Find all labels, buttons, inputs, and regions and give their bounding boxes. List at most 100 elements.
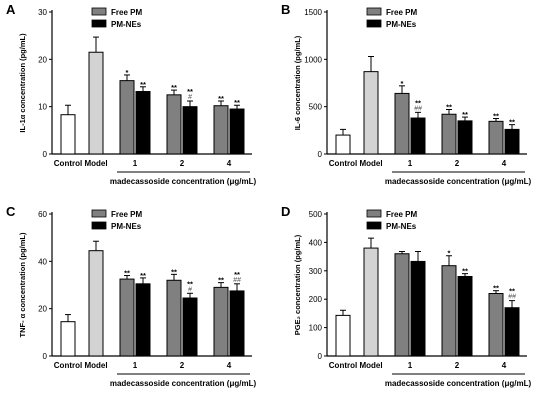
x-category-label: Model bbox=[359, 159, 382, 168]
y-tick-label: 0 bbox=[318, 352, 323, 361]
bar-free-pm bbox=[166, 94, 182, 155]
y-tick-label: 400 bbox=[309, 238, 323, 247]
bar-model bbox=[363, 247, 379, 357]
bar-pm-nes bbox=[135, 283, 151, 357]
significance-star: * bbox=[448, 249, 451, 258]
chart-panel-a: A 0 10 20 30 IL-1α concentration (pg/mL) Contr… bbox=[6, 2, 256, 186]
significance-star: ** bbox=[509, 287, 515, 296]
y-tick-label: 0 bbox=[43, 150, 48, 159]
y-tick-label: 20 bbox=[38, 55, 47, 64]
bar-free-pm bbox=[441, 265, 457, 357]
bar-free-pm bbox=[119, 80, 135, 155]
chart-panel-c: C 0 20 40 60 TNF- α concentration (pg/mL) Cont… bbox=[6, 204, 256, 388]
y-axis-label: IL-6 concentration (pg/mL) bbox=[293, 35, 302, 130]
panel-letter: D bbox=[281, 204, 290, 219]
bar-free-pm bbox=[394, 92, 410, 155]
significance-star: ** bbox=[234, 98, 240, 107]
bar-pm-nes bbox=[135, 91, 151, 155]
x-category-label: Model bbox=[84, 361, 107, 370]
significance-star: ** bbox=[140, 80, 146, 89]
x-group-label: 4 bbox=[227, 159, 232, 168]
y-tick-label: 30 bbox=[38, 8, 47, 17]
bar-pm-nes bbox=[457, 120, 473, 155]
x-category-label: Control bbox=[54, 159, 82, 168]
bar-pm-nes bbox=[182, 106, 198, 155]
significance-star: ** bbox=[509, 118, 515, 127]
legend: Free PM PM-NEs bbox=[366, 209, 417, 231]
y-tick-label: 40 bbox=[38, 257, 47, 266]
bar-free-pm bbox=[213, 105, 229, 155]
y-tick-label: 20 bbox=[38, 305, 47, 314]
significance-star: ** bbox=[187, 87, 193, 96]
panel-letter: B bbox=[281, 2, 290, 17]
significance-hash: # bbox=[188, 286, 192, 293]
significance-star: ** bbox=[171, 267, 177, 276]
significance-star: ** bbox=[415, 98, 421, 107]
x-category-label: Model bbox=[84, 159, 107, 168]
significance-star: ** bbox=[446, 103, 452, 112]
bar-free-pm bbox=[119, 278, 135, 357]
bar-control bbox=[60, 114, 76, 155]
bar-free-pm bbox=[213, 286, 229, 357]
y-axis-label: IL-1α concentration (pg/mL) bbox=[18, 33, 27, 133]
significance-star: * bbox=[126, 68, 129, 77]
y-tick-label: 200 bbox=[309, 295, 323, 304]
panel-letter: C bbox=[6, 204, 16, 219]
legend-swatch bbox=[366, 209, 382, 218]
bar-pm-nes bbox=[229, 290, 245, 357]
y-tick-label: 1500 bbox=[304, 8, 322, 17]
x-category-label: Control bbox=[329, 159, 357, 168]
y-axis-label: TNF- α concentration (pg/mL) bbox=[18, 232, 27, 338]
significance-star: ** bbox=[234, 270, 240, 279]
x-group-label: 4 bbox=[227, 361, 232, 370]
x-category-label: Control bbox=[54, 361, 82, 370]
y-tick-label: 1000 bbox=[304, 55, 322, 64]
x-group-label: 4 bbox=[502, 361, 507, 370]
significance-hash: ## bbox=[508, 294, 516, 301]
y-axis-label: PGE₂ concentration (pg/mL) bbox=[293, 234, 302, 335]
bar-control bbox=[60, 321, 76, 357]
bar-pm-nes bbox=[504, 128, 520, 155]
x-group-label: 1 bbox=[133, 361, 138, 370]
bar-free-pm bbox=[394, 253, 410, 357]
legend-label: Free PM bbox=[386, 8, 417, 17]
x-category-label: Model bbox=[359, 361, 382, 370]
legend-label: PM-NEs bbox=[111, 222, 142, 231]
bar-pm-nes bbox=[504, 307, 520, 357]
significance-star: ** bbox=[124, 269, 130, 278]
bar-control bbox=[335, 134, 351, 155]
panel-letter: A bbox=[6, 2, 16, 17]
x-axis-label: madecassoside concentration (μg/mL) bbox=[110, 379, 257, 388]
bar-pm-nes bbox=[410, 117, 426, 155]
x-axis-label: madecassoside concentration (μg/mL) bbox=[385, 177, 532, 186]
legend-label: Free PM bbox=[386, 210, 417, 219]
legend-swatch bbox=[366, 19, 382, 28]
bar-control bbox=[335, 314, 351, 357]
x-group-label: 2 bbox=[455, 361, 460, 370]
legend-swatch bbox=[91, 19, 107, 28]
bar-model bbox=[88, 250, 104, 357]
significance-hash: # bbox=[188, 94, 192, 101]
legend: Free PM PM-NEs bbox=[91, 209, 142, 231]
significance-star: ** bbox=[218, 276, 224, 285]
bar-free-pm bbox=[441, 113, 457, 155]
y-tick-label: 60 bbox=[38, 210, 47, 219]
significance-star: ** bbox=[493, 284, 499, 293]
y-tick-label: 0 bbox=[43, 352, 48, 361]
legend-label: Free PM bbox=[111, 8, 142, 17]
legend-label: PM-NEs bbox=[386, 20, 417, 29]
bar-free-pm bbox=[488, 293, 504, 357]
legend-label: PM-NEs bbox=[111, 20, 142, 29]
legend-swatch bbox=[91, 7, 107, 16]
x-group-label: 4 bbox=[502, 159, 507, 168]
y-tick-label: 500 bbox=[309, 210, 323, 219]
bar-pm-nes bbox=[457, 275, 473, 357]
bar-pm-nes bbox=[410, 260, 426, 357]
y-tick-label: 0 bbox=[318, 150, 323, 159]
significance-star: * bbox=[401, 79, 404, 88]
bar-model bbox=[363, 71, 379, 155]
x-group-label: 2 bbox=[455, 159, 460, 168]
significance-star: ** bbox=[171, 83, 177, 92]
legend: Free PM PM-NEs bbox=[366, 7, 417, 29]
